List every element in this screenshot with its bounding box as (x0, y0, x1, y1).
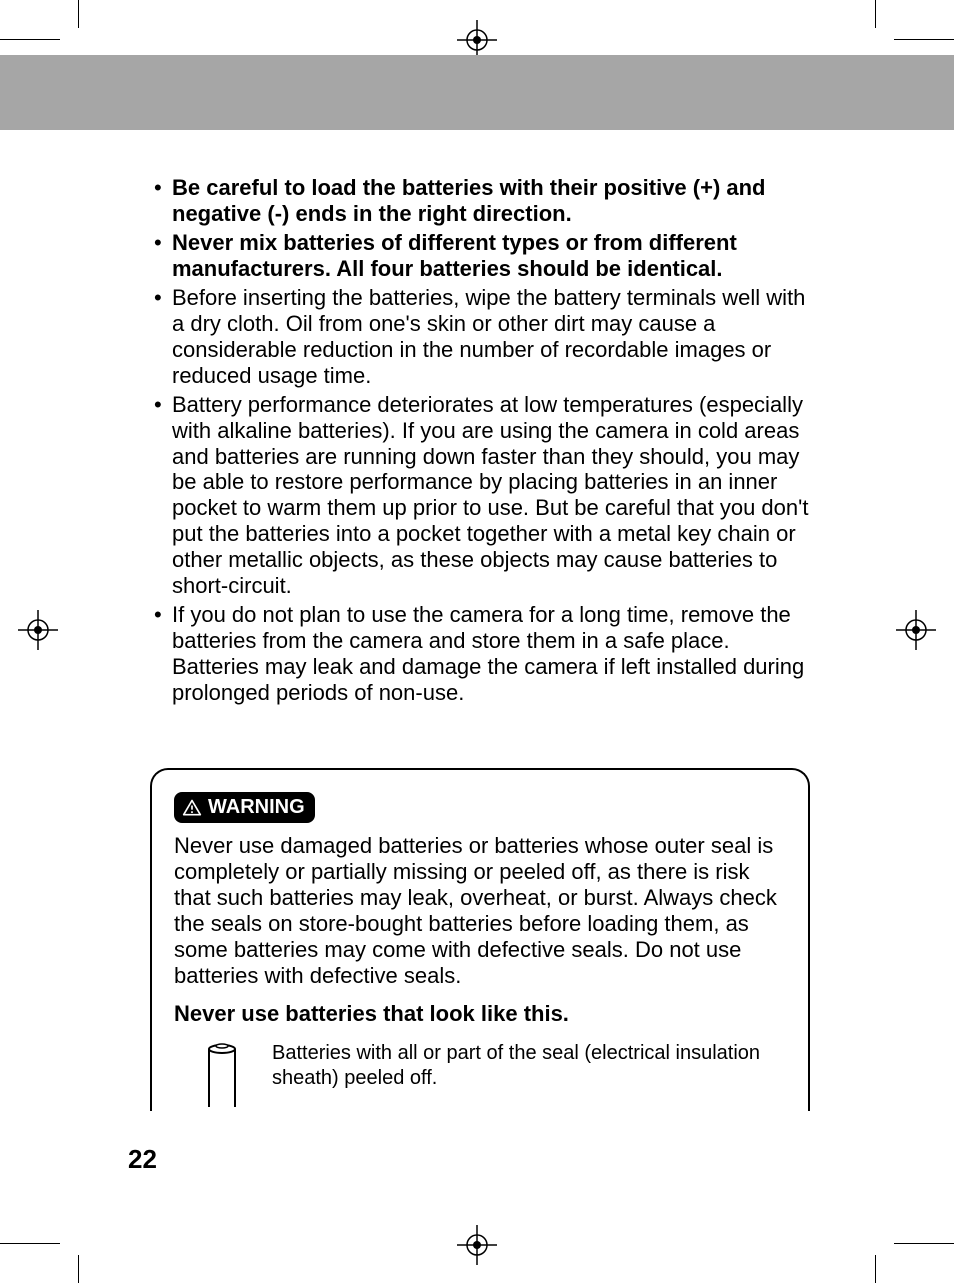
battery-peeled-icon (202, 1041, 242, 1111)
warning-triangle-icon (182, 798, 202, 818)
list-item: Never mix batteries of different types o… (150, 230, 810, 282)
warning-badge-label: WARNING (208, 796, 305, 819)
list-item: If you do not plan to use the camera for… (150, 602, 810, 706)
list-item-text: Be careful to load the batteries with th… (172, 175, 766, 226)
header-bar (0, 55, 954, 130)
battery-caption: Batteries with all or part of the seal (… (272, 1041, 786, 1091)
crop-mark (894, 1243, 954, 1244)
registration-mark-icon (457, 20, 497, 60)
warning-heading: Never use batteries that look like this. (174, 1001, 786, 1027)
crop-mark (894, 39, 954, 40)
warning-box: WARNING Never use damaged batteries or b… (150, 768, 810, 1111)
registration-mark-icon (18, 610, 58, 650)
crop-mark (875, 1255, 876, 1283)
page-number: 22 (128, 1144, 157, 1175)
list-item-text: Battery performance deteriorates at low … (172, 392, 808, 599)
list-item-text: Never mix batteries of different types o… (172, 230, 737, 281)
content-area: Be careful to load the batteries with th… (150, 175, 810, 1111)
battery-example-row: Batteries with all or part of the seal (… (174, 1041, 786, 1111)
list-item: Be careful to load the batteries with th… (150, 175, 810, 227)
list-item-text: If you do not plan to use the camera for… (172, 602, 804, 705)
crop-mark (78, 1255, 79, 1283)
registration-mark-icon (896, 610, 936, 650)
crop-mark (78, 0, 79, 28)
list-item: Before inserting the batteries, wipe the… (150, 285, 810, 389)
registration-mark-icon (457, 1225, 497, 1265)
list-item: Battery performance deteriorates at low … (150, 392, 810, 600)
crop-mark (875, 0, 876, 28)
list-item-text: Before inserting the batteries, wipe the… (172, 285, 805, 388)
bullet-list: Be careful to load the batteries with th… (150, 175, 810, 706)
warning-text: Never use damaged batteries or batteries… (174, 833, 786, 989)
warning-badge: WARNING (174, 792, 315, 823)
crop-mark (0, 1243, 60, 1244)
crop-mark (0, 39, 60, 40)
